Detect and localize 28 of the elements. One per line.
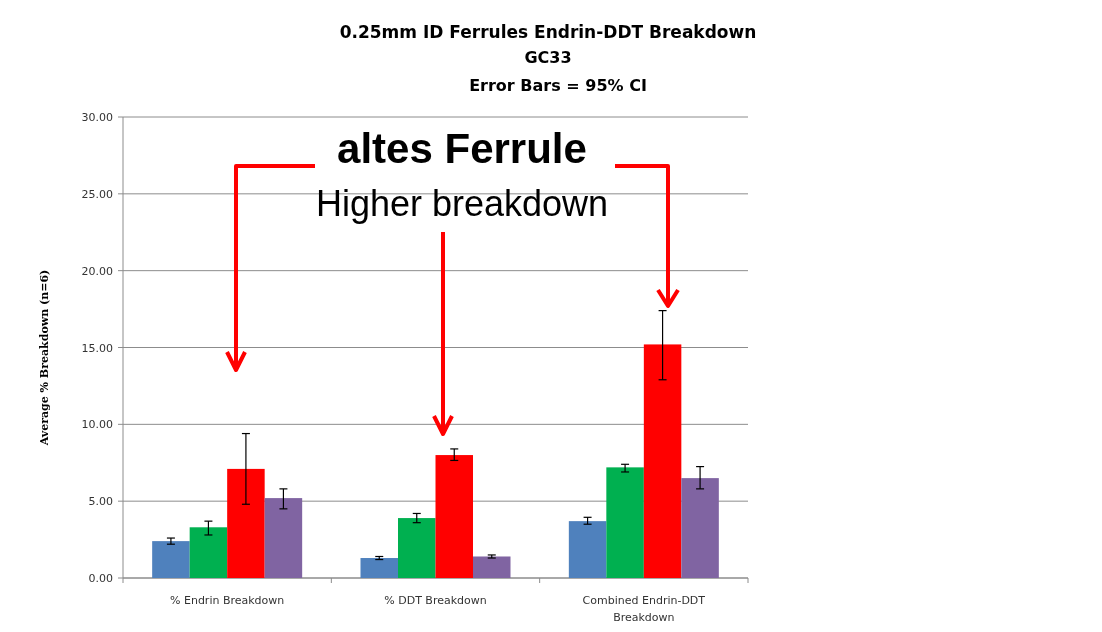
bar [152,541,190,578]
y-tick-label: 15.00 [81,341,113,355]
bar [398,518,436,578]
y-tick-label: 20.00 [81,264,113,278]
bar [643,344,682,578]
bar [681,478,719,578]
chart-subtitle: GC33 [524,48,572,67]
x-tick-label: % Endrin Breakdown [170,594,285,607]
bar [360,558,398,578]
annotation: altes Ferrule [337,125,587,172]
bar [568,521,607,578]
chart-title: 0.25mm ID Ferrules Endrin-DDT Breakdown [339,22,757,42]
y-tick-label: 25.00 [81,187,113,201]
bar [264,498,303,578]
bar [189,527,228,578]
y-tick-label: 10.00 [81,418,113,432]
annotation: Higher breakdown [315,183,609,224]
bar [435,455,473,578]
x-tick-label: Combined Endrin-DDT Breakdown [582,594,706,624]
bar [227,468,265,578]
bar [473,556,511,578]
y-tick-label: 30.00 [81,111,113,124]
text: Error Bars = 95% CI [469,76,647,95]
y-axis-title: Average % Breakdown (n=6) [38,269,51,447]
bar [606,467,644,578]
y-tick-label: 5.00 [88,495,113,509]
y-tick-label: 0.00 [88,572,113,585]
x-tick-label: % DDT Breakdown [384,594,487,607]
